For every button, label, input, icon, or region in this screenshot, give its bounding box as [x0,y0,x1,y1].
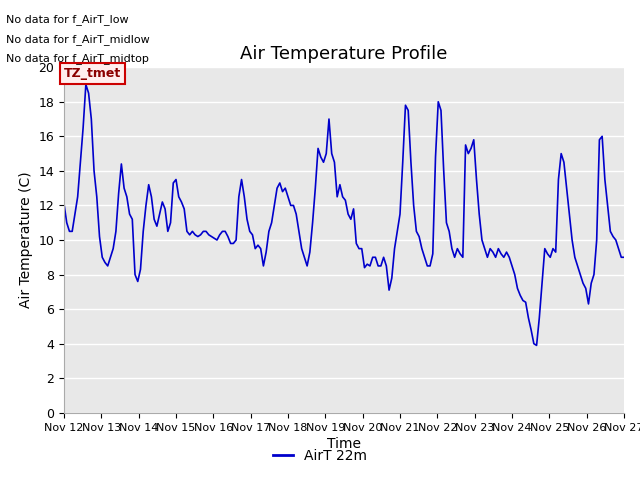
Text: TZ_tmet: TZ_tmet [64,67,121,80]
Legend: AirT 22m: AirT 22m [267,443,373,468]
Y-axis label: Air Temperature (C): Air Temperature (C) [19,172,33,308]
Text: No data for f_AirT_midtop: No data for f_AirT_midtop [6,53,149,64]
Text: No data for f_AirT_low: No data for f_AirT_low [6,14,129,25]
Title: Air Temperature Profile: Air Temperature Profile [240,45,448,63]
X-axis label: Time: Time [327,437,361,451]
Text: No data for f_AirT_midlow: No data for f_AirT_midlow [6,34,150,45]
